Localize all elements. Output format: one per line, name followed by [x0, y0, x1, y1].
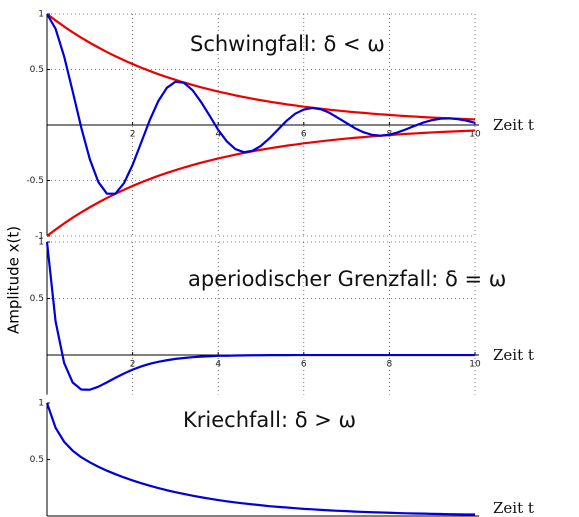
x-axis-label: Zeit t [493, 499, 534, 517]
y-axis-label: Amplitude x(t) [5, 226, 23, 334]
curve [45, 241, 475, 391]
x-tick-label: 6 [301, 360, 307, 370]
x-axis-label: Zeit t [493, 346, 534, 364]
y-tick-label: 1 [38, 399, 44, 409]
x-tick-label: 2 [130, 130, 136, 140]
chart-title: Schwingfall: δ < ω [190, 32, 385, 56]
chart-title: aperiodischer Grenzfall: δ = ω [188, 267, 506, 291]
x-tick-label: 10 [469, 360, 481, 370]
y-tick-label: 0.5 [30, 455, 44, 465]
x-axis-label: Zeit t [493, 116, 534, 134]
y-tick-label: 1 [38, 10, 44, 20]
chart-title: Kriechfall: δ > ω [183, 408, 356, 432]
x-tick-label: 10 [469, 130, 481, 140]
y-tick-label: 0.5 [30, 65, 44, 75]
y-tick-label: -1 [35, 232, 44, 242]
curve [45, 402, 476, 516]
x-tick-label: 4 [215, 360, 221, 370]
x-tick-label: 6 [301, 130, 307, 140]
curve [46, 13, 476, 195]
curve [46, 129, 476, 237]
x-tick-label: 4 [215, 130, 221, 140]
y-tick-label: 1 [38, 238, 44, 248]
x-tick-label: 2 [130, 360, 136, 370]
curve [46, 13, 476, 121]
x-tick-label: 8 [387, 360, 393, 370]
y-tick-label: -0.5 [26, 176, 44, 186]
y-tick-label: 0.5 [30, 294, 44, 304]
